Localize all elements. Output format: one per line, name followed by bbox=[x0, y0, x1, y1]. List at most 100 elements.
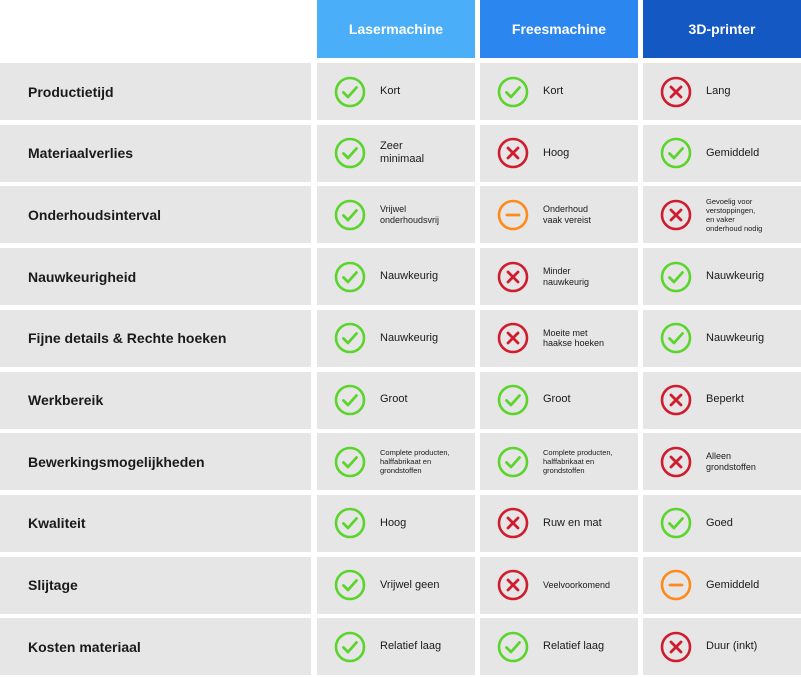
row-label: Productietijd bbox=[0, 63, 311, 120]
table-row: Materiaalverlies Zeer minimaal Hoog Gemidde… bbox=[0, 124, 801, 182]
table-cell: Onderhoud vaak vereist bbox=[480, 186, 638, 244]
header-lasermachine: Lasermachine bbox=[317, 0, 475, 58]
cell-text: Duur (inkt) bbox=[706, 640, 758, 653]
cell-text: Complete producten, halffabrikaat en gro… bbox=[543, 448, 613, 476]
cell-text: Relatief laag bbox=[380, 640, 442, 653]
cell-text: Complete producten, halffabrikaat en gro… bbox=[380, 448, 450, 476]
check-icon bbox=[497, 76, 529, 107]
table-cell: Relatief laag bbox=[480, 618, 638, 676]
cross-icon bbox=[497, 137, 529, 169]
table-cell: Beperkt bbox=[643, 371, 801, 429]
cross-icon bbox=[497, 261, 529, 292]
table-cell: Goed bbox=[643, 494, 801, 552]
cell-text: Gemiddeld bbox=[706, 146, 760, 159]
cell-text: Kort bbox=[380, 84, 401, 97]
cell-text: Groot bbox=[543, 393, 571, 406]
table-row: Werkbereik Groot Groot Beperkt bbox=[0, 371, 801, 429]
check-icon bbox=[334, 137, 366, 169]
table-cell: Gemiddeld bbox=[643, 124, 801, 182]
table-cell: Nauwkeurig bbox=[317, 248, 475, 306]
table-cell: Zeer minimaal bbox=[317, 124, 475, 182]
row-label: Bewerkingsmogelijkheden bbox=[0, 433, 311, 491]
table-cell: Groot bbox=[317, 371, 475, 429]
check-icon bbox=[334, 322, 366, 354]
table-row: Kosten materiaal Relatief laag Relatief la… bbox=[0, 618, 801, 676]
table-cell: Nauwkeurig bbox=[643, 309, 801, 367]
check-icon bbox=[334, 508, 366, 539]
table-cell: Gevoelig voor verstoppingen, en vaker on… bbox=[643, 186, 801, 244]
header-freesmachine: Freesmachine bbox=[480, 0, 638, 58]
check-icon bbox=[334, 384, 366, 416]
table-row: Kwaliteit Hoog Ruw en mat Goed bbox=[0, 494, 801, 552]
minus-icon bbox=[660, 569, 692, 601]
check-icon bbox=[660, 508, 692, 539]
cross-icon bbox=[660, 199, 692, 231]
table-row: Nauwkeurigheid Nauwkeurig Minder nauwkeuri… bbox=[0, 248, 801, 306]
cell-text: Minder nauwkeurig bbox=[543, 265, 590, 287]
check-icon bbox=[497, 446, 529, 477]
cell-text: Hoog bbox=[380, 516, 407, 529]
cell-text: Vrijwel onderhoudsvrij bbox=[380, 204, 440, 225]
table-cell: Veelvoorkomend bbox=[480, 556, 638, 614]
cell-text: Groot bbox=[380, 393, 408, 406]
table-row: Onderhoudsinterval Vrijwel onderhoudsvrij… bbox=[0, 186, 801, 244]
check-icon bbox=[660, 137, 692, 169]
cell-text: Goed bbox=[706, 516, 733, 529]
table-cell: Gemiddeld bbox=[643, 556, 801, 614]
header-3d-printer: 3D-printer bbox=[643, 0, 801, 58]
row-label: Nauwkeurigheid bbox=[0, 248, 311, 306]
check-icon bbox=[660, 261, 692, 292]
table-cell: Hoog bbox=[480, 124, 638, 182]
row-label: Slijtage bbox=[0, 556, 311, 614]
check-icon bbox=[497, 631, 529, 663]
table-cell: Complete producten, halffabrikaat en gro… bbox=[480, 433, 638, 491]
cell-text: Nauwkeurig bbox=[706, 270, 765, 282]
check-icon bbox=[334, 199, 366, 231]
table-row: Slijtage Vrijwel geen Veelvoorkomend Gemidd… bbox=[0, 556, 801, 614]
table-cell: Kort bbox=[480, 63, 638, 120]
cell-text: Moeite met haakse hoeken bbox=[543, 327, 605, 349]
cell-text: Nauwkeurig bbox=[706, 331, 765, 344]
cell-text: Kort bbox=[543, 84, 564, 97]
cell-text: Nauwkeurig bbox=[380, 270, 439, 282]
table-cell: Vrijwel geen bbox=[317, 556, 475, 614]
table-cell: Nauwkeurig bbox=[317, 309, 475, 367]
cell-text: Gevoelig voor verstoppingen, en vaker on… bbox=[706, 196, 763, 233]
cross-icon bbox=[497, 508, 529, 539]
row-label: Kwaliteit bbox=[0, 494, 311, 552]
table-row: Productietijd Kort Kort Lang bbox=[0, 63, 801, 120]
check-icon bbox=[334, 569, 366, 601]
row-label: Onderhoudsinterval bbox=[0, 186, 311, 244]
check-icon bbox=[660, 322, 692, 354]
row-label: Kosten materiaal bbox=[0, 618, 311, 676]
table-cell: Lang bbox=[643, 63, 801, 120]
cell-text: Alleen grondstoffen bbox=[706, 450, 756, 472]
table-cell: Kort bbox=[317, 63, 475, 120]
cell-text: Vrijwel geen bbox=[380, 578, 440, 591]
check-icon bbox=[334, 76, 366, 107]
table-cell: Groot bbox=[480, 371, 638, 429]
cell-text: Veelvoorkomend bbox=[543, 579, 611, 590]
cell-text: Lang bbox=[706, 84, 731, 97]
cross-icon bbox=[497, 569, 529, 601]
cell-text: Ruw en mat bbox=[543, 516, 602, 529]
row-label: Materiaalverlies bbox=[0, 124, 311, 182]
cross-icon bbox=[660, 384, 692, 416]
cross-icon bbox=[660, 76, 692, 107]
cross-icon bbox=[660, 446, 692, 477]
cell-text: Beperkt bbox=[706, 393, 744, 406]
table-row: Bewerkingsmogelijkheden Complete producte… bbox=[0, 433, 801, 491]
table-cell: Duur (inkt) bbox=[643, 618, 801, 676]
table-cell: Minder nauwkeurig bbox=[480, 248, 638, 306]
cell-text: Hoog bbox=[543, 146, 570, 159]
check-icon bbox=[334, 261, 366, 292]
cell-text: Zeer minimaal bbox=[380, 140, 425, 166]
cell-text: Relatief laag bbox=[543, 640, 605, 653]
table-cell: Nauwkeurig bbox=[643, 248, 801, 306]
table-cell: Hoog bbox=[317, 494, 475, 552]
table-cell: Vrijwel onderhoudsvrij bbox=[317, 186, 475, 244]
check-icon bbox=[334, 446, 366, 477]
check-icon bbox=[497, 384, 529, 416]
table-cell: Ruw en mat bbox=[480, 494, 638, 552]
cross-icon bbox=[660, 631, 692, 663]
